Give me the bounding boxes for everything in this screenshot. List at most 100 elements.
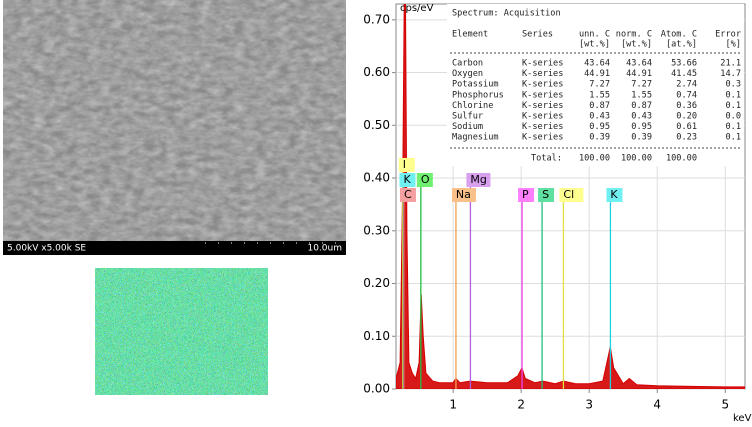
table-cell: 0.1 — [725, 101, 741, 111]
sem-image: 5.00kV x5.00k SE 10.0um — [3, 0, 346, 255]
table-cell: K-series — [522, 133, 563, 143]
element-label-bg — [398, 158, 415, 172]
table-cell: 0.61 — [676, 122, 697, 132]
table-cell: 43.64 — [626, 59, 652, 69]
table-total: 100.00 — [621, 154, 652, 164]
spectrum-area — [396, 4, 745, 389]
y-tick-label: 0.50 — [363, 118, 390, 132]
element-label: S — [542, 188, 549, 201]
table-cell: 0.39 — [589, 133, 610, 143]
element-label-bg — [559, 188, 584, 202]
table-cell: 0.43 — [631, 112, 652, 122]
table-cell: 21.1 — [720, 59, 741, 69]
element-label: Cl — [563, 188, 574, 201]
table-cell: 44.91 — [584, 69, 610, 79]
element-label-bg — [416, 173, 433, 187]
table-cell: 0.3 — [725, 80, 741, 90]
table-cell: 1.55 — [631, 90, 652, 100]
y-tick-label: 0.70 — [363, 12, 390, 26]
table-cell: Sodium — [452, 122, 483, 132]
table-cell: 43.64 — [584, 59, 610, 69]
eds-map — [95, 268, 268, 395]
element-label-bg — [606, 188, 623, 202]
table-cell: 53.66 — [671, 59, 697, 69]
table-cell: 0.1 — [725, 122, 741, 132]
sem-scale: 10.0um — [307, 244, 342, 254]
element-label: K — [610, 188, 618, 201]
table-cell: 0.95 — [631, 122, 652, 132]
element-label-bg — [538, 188, 555, 202]
y-tick-label: 0.30 — [363, 223, 390, 237]
x-tick-label: 5 — [721, 398, 729, 412]
table-cell: K-series — [522, 69, 563, 79]
element-label: Na — [456, 188, 471, 201]
element-label: O — [421, 173, 430, 186]
x-tick-label: 4 — [653, 398, 661, 412]
table-cell: 0.20 — [676, 112, 697, 122]
table-cell: 7.27 — [631, 80, 652, 90]
table-cell: 0.87 — [589, 101, 610, 111]
table-cell: Magnesium — [452, 133, 499, 143]
table-cell: 7.27 — [589, 80, 610, 90]
table-total: Total: — [531, 154, 562, 164]
table-header: Series — [522, 30, 553, 40]
table-cell: 41.45 — [671, 69, 697, 79]
table-cell: 0.1 — [725, 133, 741, 143]
table-unit: [%] — [725, 40, 741, 50]
element-label: Mg — [470, 173, 486, 186]
table-unit: [at.%] — [666, 40, 697, 50]
table-cell: 0.0 — [725, 112, 741, 122]
table-cell: 0.39 — [631, 133, 652, 143]
table-cell: 0.23 — [676, 133, 697, 143]
table-cell: Phosphorus — [452, 90, 504, 100]
table-header: unn. C — [579, 30, 610, 40]
y-tick-label: 0.20 — [363, 276, 390, 290]
x-tick-label: 1 — [449, 398, 457, 412]
table-cell: K-series — [522, 112, 563, 122]
table-cell: K-series — [522, 101, 563, 111]
table-cell: K-series — [522, 122, 563, 132]
y-tick-label: 0.60 — [363, 65, 390, 79]
table-header: Atom. C — [661, 30, 697, 40]
table-header: norm. C — [616, 30, 652, 40]
sem-caption: 5.00kV x5.00k SE — [7, 244, 86, 254]
x-axis-label: keV — [733, 413, 752, 424]
table-header: Error — [715, 30, 741, 40]
table-cell: 0.95 — [589, 122, 610, 132]
table-cell: Oxygen — [452, 69, 483, 79]
y-axis-label: cps/eV — [400, 3, 434, 14]
x-tick-label: 2 — [517, 398, 525, 412]
element-label-bg — [518, 188, 535, 202]
element-label-bg — [399, 188, 416, 202]
table-cell: 0.87 — [631, 101, 652, 111]
table-cell: K-series — [522, 59, 563, 69]
table-cell: 0.43 — [589, 112, 610, 122]
element-label-bg — [466, 173, 491, 187]
table-title: Spectrum: Acquisition — [452, 9, 561, 19]
element-label: K — [403, 173, 411, 186]
table-cell: Carbon — [452, 59, 483, 69]
table-total: 100.00 — [666, 154, 697, 164]
element-label-bg — [451, 188, 476, 202]
table-cell: K-series — [522, 90, 563, 100]
table-cell: 0.36 — [676, 101, 697, 111]
table-unit: [wt.%] — [621, 40, 652, 50]
table-cell: 2.74 — [676, 80, 697, 90]
element-label: I — [403, 158, 406, 171]
table-cell: 1.55 — [589, 90, 610, 100]
table-cell: K-series — [522, 80, 563, 90]
x-tick-label: 3 — [585, 398, 593, 412]
table-cell: Chlorine — [452, 101, 493, 111]
table-unit: [wt.%] — [579, 40, 610, 50]
table-cell: Potassium — [452, 80, 499, 90]
element-label: P — [522, 188, 529, 201]
element-label-bg — [399, 173, 416, 187]
table-cell: 44.91 — [626, 69, 652, 79]
spectrum-table: Spectrum: Acquisition Element Series unn. C… — [447, 4, 744, 166]
table-cell: Sulfur — [452, 112, 483, 122]
table-cell: 0.1 — [725, 90, 741, 100]
table-cell: 14.7 — [720, 69, 741, 79]
y-tick-label: 0.00 — [363, 382, 390, 396]
element-label: C — [404, 188, 412, 201]
